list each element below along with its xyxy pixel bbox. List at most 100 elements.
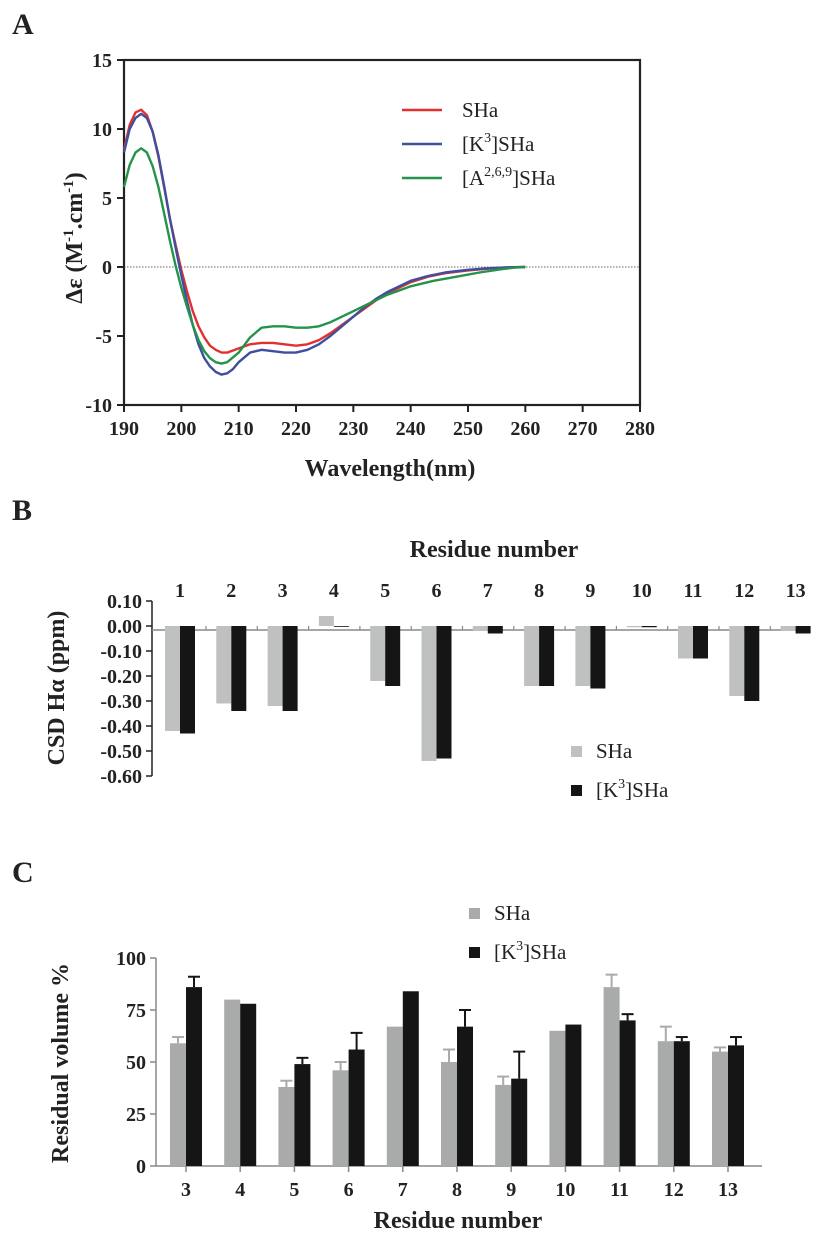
c-bar-sha [170, 1043, 186, 1166]
panel-c-legend: SHa [K3]SHa [469, 901, 567, 964]
a-x-tick-label: 260 [510, 418, 540, 440]
a-y-tick-label: -5 [95, 326, 112, 348]
a-x-tick-label: 250 [453, 418, 483, 440]
a-y-tick-label: -10 [85, 395, 112, 417]
b-bar-k3sha [180, 626, 195, 734]
b-bar-k3sha [385, 626, 401, 686]
c-bar-sha [495, 1084, 512, 1166]
legend-a-label-sha: SHa [462, 98, 499, 122]
panel-b-label: B [12, 494, 32, 527]
b-category-label: 5 [380, 580, 390, 602]
b-bar-k3sha [795, 626, 811, 634]
b-bar-k3sha [333, 626, 349, 627]
legend-c-label-k3sha: [K3]SHa [494, 939, 567, 964]
c-x-tick-label: 9 [506, 1179, 516, 1201]
b-bar-sha [165, 626, 180, 731]
c-bar-sha [332, 1070, 349, 1166]
b-bar-k3sha [231, 626, 247, 711]
panel-a-y-axis-label-sup2: -1 [61, 180, 77, 193]
panel-a-y-axis-label-text: Δε (M [62, 242, 88, 304]
b-bar-sha [216, 626, 232, 704]
c-bar-sha [441, 1062, 457, 1166]
legend-c-swatch-sha [469, 908, 480, 919]
b-bar-sha [472, 626, 488, 631]
panel-a: A -10 -5 0 5 10 15 190 200 210 220 230 240 250 260 27… [12, 8, 655, 482]
b-bar-sha [421, 626, 437, 761]
b-bar-sha [524, 626, 540, 686]
c-bar-k3sha [565, 1024, 582, 1166]
c-bar-sha [657, 1041, 674, 1166]
b-category-label: 3 [278, 580, 288, 602]
c-bar-k3sha [348, 1049, 365, 1166]
legend-b-k3-part2: ]SHa [625, 778, 669, 802]
b-y-tick-label: -0.60 [100, 766, 142, 788]
c-y-tick-label: 50 [126, 1052, 146, 1074]
c-x-tick-label: 4 [235, 1179, 245, 1201]
legend-a-k3-sup: 3 [484, 131, 491, 146]
b-y-tick-label: -0.10 [100, 641, 142, 663]
panel-a-y-axis-label: Δε (M-1.cm-1) [61, 172, 88, 304]
a-x-tick-label: 220 [281, 418, 311, 440]
c-y-tick-label: 100 [116, 948, 146, 970]
a-y-tick-label: 15 [92, 50, 112, 72]
c-x-tick-label: 13 [718, 1179, 738, 1201]
c-bar-k3sha [294, 1064, 311, 1166]
b-y-tick-label: -0.20 [100, 666, 142, 688]
c-bar-k3sha [457, 1026, 473, 1166]
a-series-line-k3sha [122, 112, 526, 376]
b-bar-sha [780, 626, 796, 631]
panel-a-x-axis-label: Wavelength(nm) [305, 456, 476, 482]
legend-b-k3-part1: [K [596, 778, 618, 802]
c-bar-k3sha [402, 991, 419, 1166]
c-x-tick-label: 7 [398, 1179, 408, 1201]
c-x-tick-label: 12 [664, 1179, 684, 1201]
panel-b-legend: SHa [K3]SHa [571, 739, 669, 802]
c-x-tick-label: 11 [610, 1179, 629, 1201]
c-y-tick-label: 75 [126, 1000, 146, 1022]
legend-c-swatch-k3sha [469, 947, 480, 958]
panel-a-legend: SHa [K3]SHa [A2,6,9]SHa [402, 98, 556, 190]
a-y-tick-label: 5 [102, 188, 112, 210]
c-bar-k3sha [240, 1003, 257, 1166]
b-category-label: 4 [329, 580, 339, 602]
legend-c-k3-part2: ]SHa [523, 940, 567, 964]
a-x-tick-label: 200 [166, 418, 196, 440]
b-bar-sha [626, 626, 642, 628]
c-bar-k3sha [619, 1020, 636, 1166]
a-x-tick-label: 240 [396, 418, 426, 440]
panel-a-y-axis-label-end: ) [62, 172, 88, 180]
c-bar-sha [386, 1026, 403, 1166]
c-x-tick-label: 8 [452, 1179, 462, 1201]
legend-c-label-sha: SHa [494, 901, 531, 925]
c-y-tick-label: 0 [136, 1156, 146, 1178]
b-bar-sha [575, 626, 591, 686]
c-bar-k3sha [511, 1078, 528, 1166]
b-category-label: 6 [432, 580, 442, 602]
panel-c-x-axis-label: Residue number [374, 1208, 543, 1234]
c-x-tick-label: 3 [181, 1179, 191, 1201]
b-bar-k3sha [436, 626, 452, 759]
b-category-label: 13 [786, 580, 806, 602]
b-y-tick-label: 0.00 [107, 616, 142, 638]
c-bar-k3sha [728, 1045, 744, 1166]
b-category-label: 7 [483, 580, 493, 602]
c-bar-sha [278, 1086, 295, 1166]
a-x-tick-label: 270 [568, 418, 598, 440]
b-bar-sha [267, 626, 283, 706]
c-x-tick-label: 5 [289, 1179, 299, 1201]
legend-b-swatch-k3sha [571, 785, 582, 796]
b-bar-k3sha [539, 626, 555, 686]
b-bar-k3sha [744, 626, 760, 701]
b-category-label: 10 [632, 580, 652, 602]
b-bar-sha [370, 626, 386, 681]
legend-c-k3-part1: [K [494, 940, 516, 964]
a-x-tick-label: 280 [625, 418, 655, 440]
legend-a-k3-part2: ]SHa [491, 132, 535, 156]
panel-a-y-axis-label-sup1: -1 [61, 229, 77, 242]
panel-b: B Residue number 0.10 0.00 -0.10 -0.20 -0.30… [12, 494, 811, 802]
b-bar-k3sha [282, 626, 298, 711]
a-x-tick-label: 190 [109, 418, 139, 440]
legend-a-label-k3sha: [K3]SHa [462, 131, 535, 156]
c-bar-sha [549, 1030, 566, 1166]
c-bar-sha [712, 1051, 728, 1166]
